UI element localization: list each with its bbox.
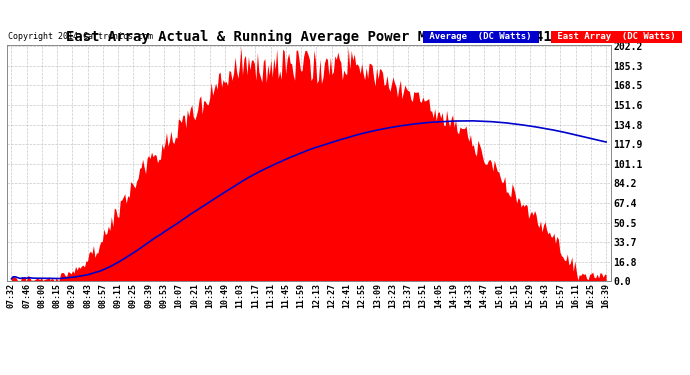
Title: East Array Actual & Running Average Power Mon Jan 27 16:41: East Array Actual & Running Average Powe… xyxy=(66,30,551,44)
Text: Average  (DC Watts): Average (DC Watts) xyxy=(424,32,538,41)
Text: East Array  (DC Watts): East Array (DC Watts) xyxy=(552,32,681,41)
Text: Copyright 2014 Cartronics.com: Copyright 2014 Cartronics.com xyxy=(8,32,153,41)
